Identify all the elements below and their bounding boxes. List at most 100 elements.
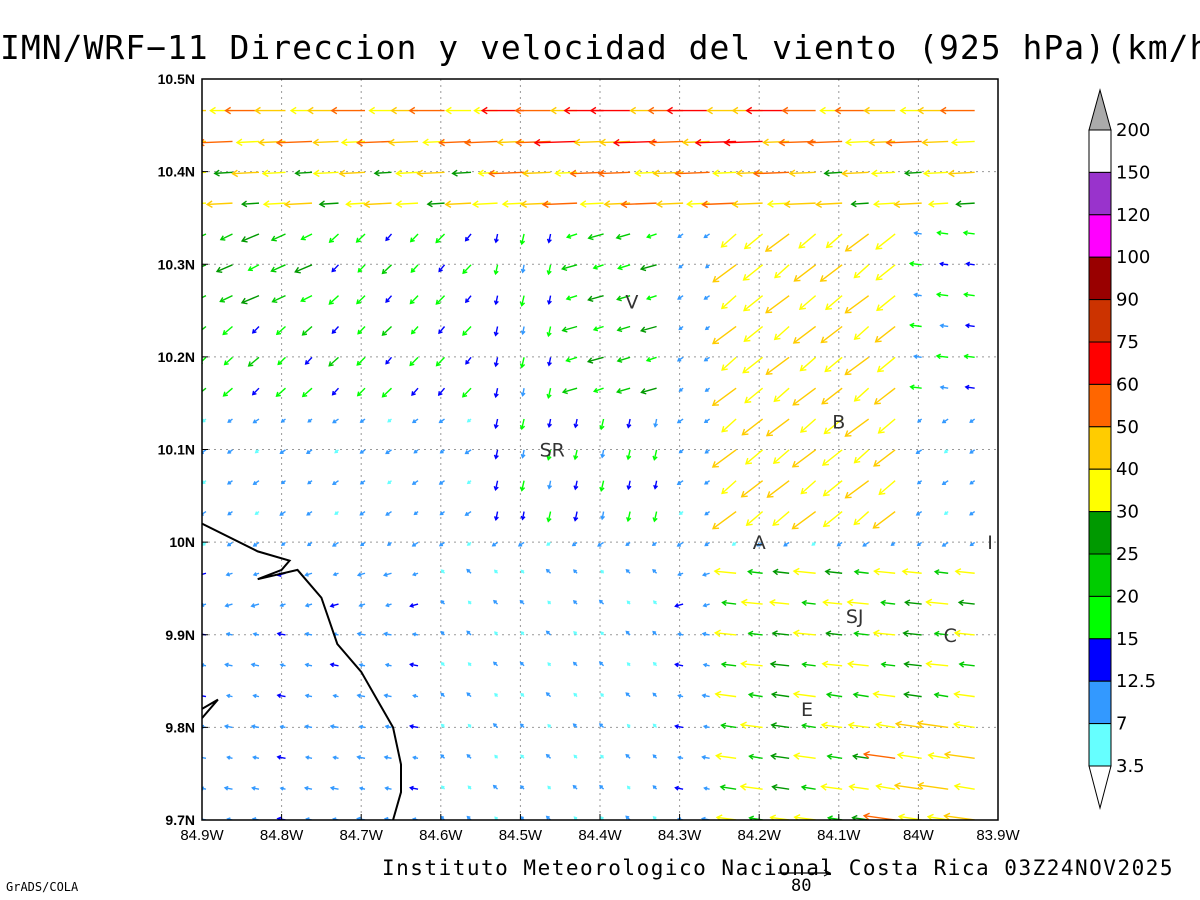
- wind-vector: [385, 233, 393, 242]
- wind-vector-head: [772, 519, 780, 526]
- wind-vector-shaft: [740, 785, 763, 790]
- wind-vector-shaft: [854, 325, 870, 340]
- wind-vector-shaft: [617, 294, 631, 301]
- wind-vector: [223, 724, 233, 729]
- wind-vector: [616, 325, 631, 333]
- wind-vector: [440, 600, 446, 605]
- wind-vector-shaft: [357, 326, 366, 335]
- wind-vector-shaft: [300, 295, 313, 302]
- wind-vector-head: [435, 361, 441, 367]
- wind-vector-head: [626, 600, 631, 605]
- wind-vector-head: [648, 138, 656, 147]
- wind-vector-head: [388, 138, 395, 147]
- wind-vector-shaft: [641, 325, 657, 332]
- wind-vector: [561, 325, 578, 333]
- wind-vector-shaft: [935, 570, 949, 574]
- wind-vector-shaft: [845, 233, 870, 252]
- wind-vector: [383, 755, 392, 760]
- wind-vector-shaft: [202, 787, 207, 790]
- wind-vector-head: [947, 169, 955, 178]
- wind-vector: [712, 264, 737, 283]
- wind-vector-shaft: [724, 140, 763, 144]
- wind-vector: [205, 200, 233, 209]
- wind-vector: [519, 723, 525, 728]
- wind-vector-shaft: [801, 786, 816, 790]
- map-title: IMN/WRF−11 Direccion y velocidad del vie…: [0, 28, 1200, 67]
- wind-vector-head: [520, 515, 526, 521]
- wind-vector-head: [703, 295, 708, 300]
- colorbar-top-triangle: [1088, 88, 1112, 131]
- wind-vector-head: [711, 399, 719, 407]
- wind-vector-shaft: [364, 202, 392, 206]
- wind-vector-head: [714, 690, 722, 699]
- coastline-segment: [202, 522, 402, 820]
- wind-vector-shaft: [955, 632, 975, 636]
- wind-vector-head: [301, 330, 308, 336]
- wind-vector-shaft: [285, 202, 313, 206]
- wind-vector: [561, 387, 578, 395]
- wind-vector: [381, 325, 393, 336]
- wind-vector-shaft: [966, 324, 975, 328]
- wind-vector-shaft: [438, 387, 446, 396]
- wind-vector: [943, 511, 949, 516]
- wind-vector: [464, 510, 472, 516]
- wind-vector: [546, 541, 552, 546]
- wind-vector-shaft: [714, 570, 737, 574]
- wind-vector-shaft: [675, 171, 710, 175]
- wind-vector-head: [545, 753, 550, 758]
- wind-vector-shaft: [410, 787, 419, 790]
- wind-vector-shaft: [329, 233, 339, 243]
- wind-vector-shaft: [252, 326, 260, 334]
- wind-vector-head: [466, 568, 471, 573]
- wind-vector-head: [677, 295, 682, 300]
- wind-vector-head: [748, 753, 754, 760]
- wind-vector: [600, 511, 606, 521]
- wind-vector: [703, 786, 710, 791]
- wind-vector: [677, 693, 684, 699]
- wind-vector: [545, 692, 552, 698]
- wind-vector: [546, 264, 552, 276]
- wind-vector-shaft: [905, 171, 922, 175]
- wind-vector: [356, 631, 366, 637]
- wind-vector-head: [252, 693, 257, 699]
- wind-vector-head: [674, 603, 679, 608]
- wind-vector-head: [862, 812, 870, 820]
- wind-vector: [773, 325, 790, 341]
- place-label: A: [753, 532, 766, 554]
- wind-vector-head: [939, 385, 945, 390]
- wind-vector: [328, 233, 339, 244]
- wind-vector-shaft: [823, 601, 843, 605]
- wind-vector-head: [598, 661, 603, 666]
- wind-vector: [571, 541, 578, 547]
- wind-vector-head: [382, 572, 388, 577]
- wind-vector-head: [872, 690, 880, 699]
- wind-vector-shaft: [223, 387, 233, 397]
- wind-vector: [615, 387, 631, 394]
- wind-vector-head: [939, 106, 947, 115]
- wind-vector-head: [646, 233, 652, 239]
- wind-vector-head: [963, 353, 969, 360]
- wind-vector-head: [563, 106, 571, 115]
- wind-vector-head: [545, 630, 550, 635]
- wind-vector-head: [520, 569, 525, 574]
- wind-vector-head: [275, 391, 281, 397]
- wind-vector-head: [254, 449, 259, 454]
- wind-vector: [573, 630, 578, 636]
- wind-vector: [941, 541, 949, 547]
- wind-vector-shaft: [385, 233, 393, 241]
- wind-vector-head: [634, 169, 642, 177]
- wind-vector-head: [332, 481, 337, 485]
- wind-vector: [413, 449, 419, 454]
- wind-vector-shaft: [827, 755, 843, 760]
- wind-vector-head: [681, 138, 689, 147]
- wind-vector-shaft: [574, 418, 578, 428]
- wind-vector: [332, 572, 339, 577]
- wind-vector-head: [572, 600, 577, 604]
- wind-vector: [792, 629, 816, 638]
- wind-vector: [848, 783, 869, 791]
- wind-vector: [955, 200, 975, 208]
- wind-vector-head: [276, 816, 282, 820]
- wind-vector-shaft: [822, 663, 843, 667]
- wind-vector: [969, 449, 976, 454]
- wind-vector-head: [306, 542, 312, 547]
